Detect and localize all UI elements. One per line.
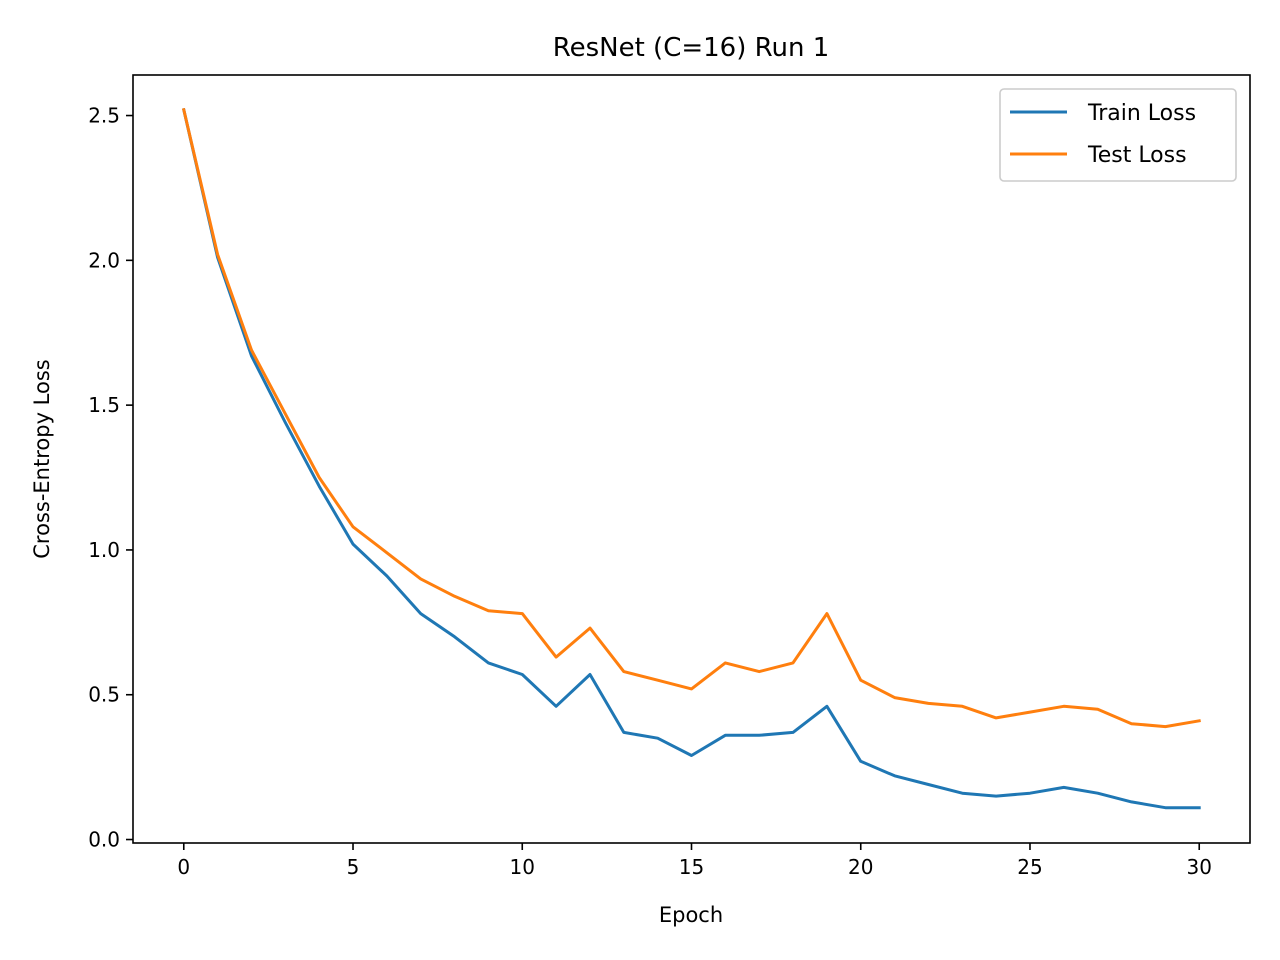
chart-title: ResNet (C=16) Run 1 <box>553 33 830 63</box>
y-tick-label: 2.5 <box>88 104 120 128</box>
y-axis-label: Cross-Entropy Loss <box>30 359 54 558</box>
y-tick-label: 2.0 <box>88 248 120 272</box>
y-tick-label: 0.0 <box>88 828 120 852</box>
x-tick-label: 30 <box>1187 855 1212 879</box>
train-loss-line <box>182 108 1201 810</box>
legend-label-train: Train Loss <box>1087 101 1196 126</box>
y-tick-label: 0.5 <box>88 683 120 707</box>
x-tick-label: 5 <box>347 855 360 879</box>
x-axis-label: Epoch <box>659 903 723 927</box>
plot-area <box>181 107 1201 810</box>
x-tick-label: 0 <box>177 855 190 879</box>
legend-label-test: Test Loss <box>1087 143 1187 168</box>
x-tick-label: 10 <box>510 855 535 879</box>
test-loss-line <box>181 107 1201 729</box>
y-tick-label: 1.0 <box>88 538 120 562</box>
x-axis: 0 5 10 15 20 25 30 <box>177 843 1212 879</box>
x-tick-label: 20 <box>848 855 873 879</box>
x-tick-label: 25 <box>1017 855 1042 879</box>
x-tick-label: 15 <box>679 855 704 879</box>
legend: Train Loss Test Loss <box>999 88 1237 182</box>
plot-frame <box>132 74 1251 844</box>
y-axis: 0.0 0.5 1.0 1.5 2.0 2.5 <box>88 104 133 852</box>
y-tick-label: 1.5 <box>88 393 120 417</box>
